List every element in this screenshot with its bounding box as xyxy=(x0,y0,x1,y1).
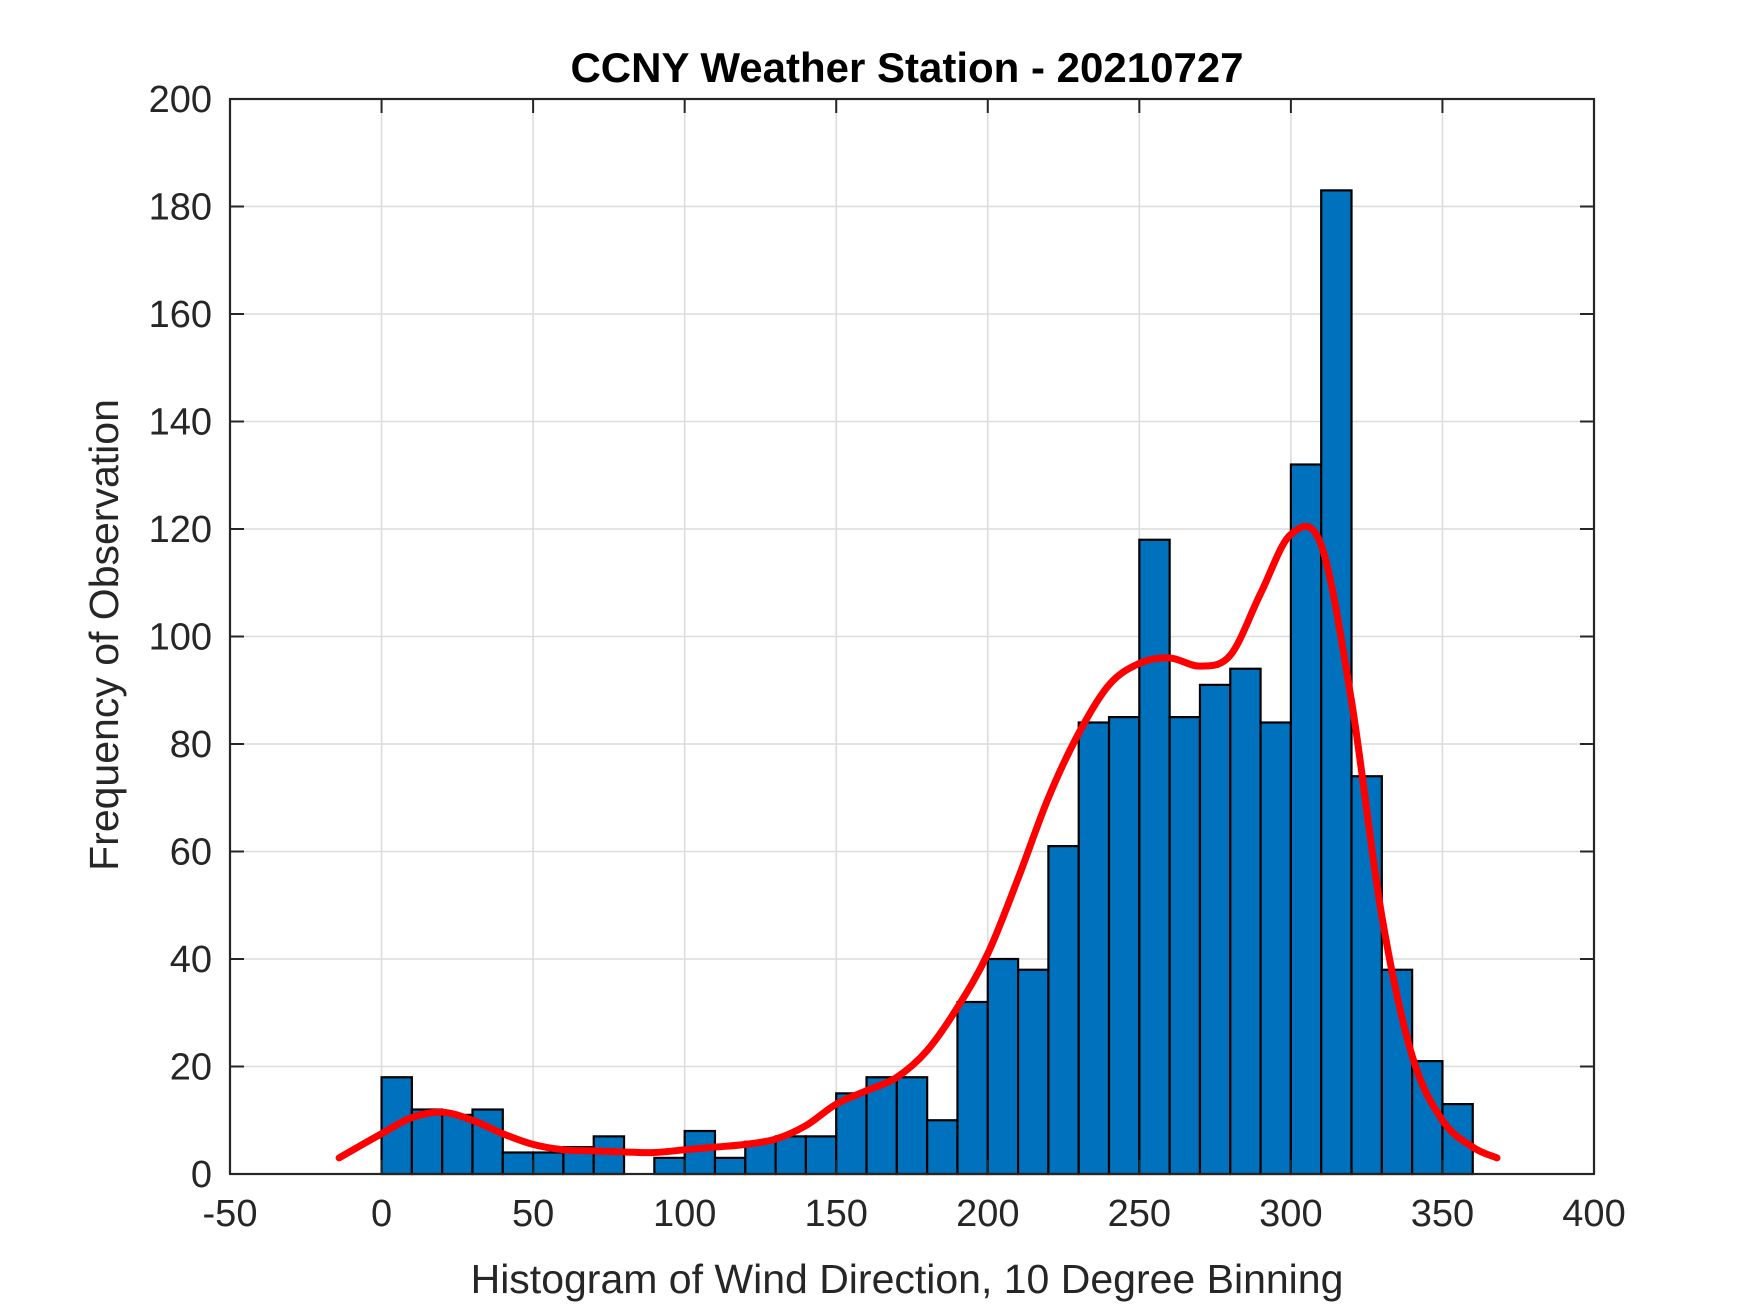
histogram-bar xyxy=(592,1135,626,1176)
histogram-bar xyxy=(471,1108,504,1176)
histogram-bar xyxy=(986,957,1020,1176)
y-tick-label: 120 xyxy=(149,509,212,551)
x-tick-label: 50 xyxy=(512,1193,554,1235)
histogram-bars xyxy=(380,189,1474,1176)
histogram-bar xyxy=(1289,463,1323,1176)
x-tick-label: 200 xyxy=(956,1193,1019,1235)
y-tick-label: 80 xyxy=(170,724,212,766)
x-tick-label: 100 xyxy=(653,1193,716,1235)
x-tick-label: 250 xyxy=(1108,1193,1171,1235)
axes xyxy=(228,97,1596,1176)
histogram-bar xyxy=(713,1156,747,1176)
histogram-bar xyxy=(804,1135,838,1176)
histogram-bar xyxy=(774,1135,808,1176)
histogram-bar xyxy=(1229,667,1262,1176)
y-tick-label: 180 xyxy=(149,187,212,229)
histogram-bar xyxy=(1350,775,1383,1176)
histogram-bar xyxy=(653,1156,686,1176)
x-tick-label: 400 xyxy=(1562,1193,1625,1235)
histogram-bar xyxy=(1107,716,1141,1176)
histogram-bar xyxy=(956,1000,989,1176)
x-tick-label: 150 xyxy=(805,1193,868,1235)
fit-curve-layer xyxy=(335,522,1501,1162)
histogram-bar xyxy=(895,1076,929,1176)
y-tick-label: 60 xyxy=(170,832,212,874)
x-axis-label: Histogram of Wind Direction, 10 Degree B… xyxy=(471,1256,1344,1302)
x-tick-label: 350 xyxy=(1411,1193,1474,1235)
y-tick-label: 0 xyxy=(191,1154,212,1196)
y-tick-label: 160 xyxy=(149,294,212,336)
histogram-bar xyxy=(532,1151,565,1176)
fit-curve-line xyxy=(335,522,1501,1162)
y-tick-label: 100 xyxy=(149,617,212,659)
histogram-bar xyxy=(501,1151,535,1176)
y-axis-label: Frequency of Observation xyxy=(81,399,127,871)
y-tick-label: 200 xyxy=(149,79,212,121)
y-tick-label: 20 xyxy=(170,1047,212,1089)
histogram-bar xyxy=(1016,968,1050,1176)
histogram-bar xyxy=(1138,538,1171,1176)
histogram-bar xyxy=(865,1076,898,1176)
x-tick-label: 0 xyxy=(371,1193,392,1235)
histogram-bar xyxy=(410,1108,444,1176)
histogram-bar xyxy=(1198,683,1232,1176)
tick-labels: -50 0 50 100 150 200 250 300 350 4000204060801001… xyxy=(149,79,1626,1235)
histogram-bar xyxy=(1259,721,1292,1176)
histogram-bar xyxy=(1077,721,1111,1176)
x-tick-label: -50 xyxy=(203,1193,258,1235)
histogram-bar xyxy=(926,1119,959,1176)
y-tick-label: 140 xyxy=(149,402,212,444)
histogram-bar xyxy=(441,1113,474,1176)
chart-title: CCNY Weather Station - 20210727 xyxy=(570,44,1243,91)
y-tick-label: 40 xyxy=(170,939,212,981)
x-tick-label: 300 xyxy=(1259,1193,1322,1235)
histogram-bar xyxy=(1168,716,1202,1176)
histogram-bar xyxy=(1047,845,1080,1176)
